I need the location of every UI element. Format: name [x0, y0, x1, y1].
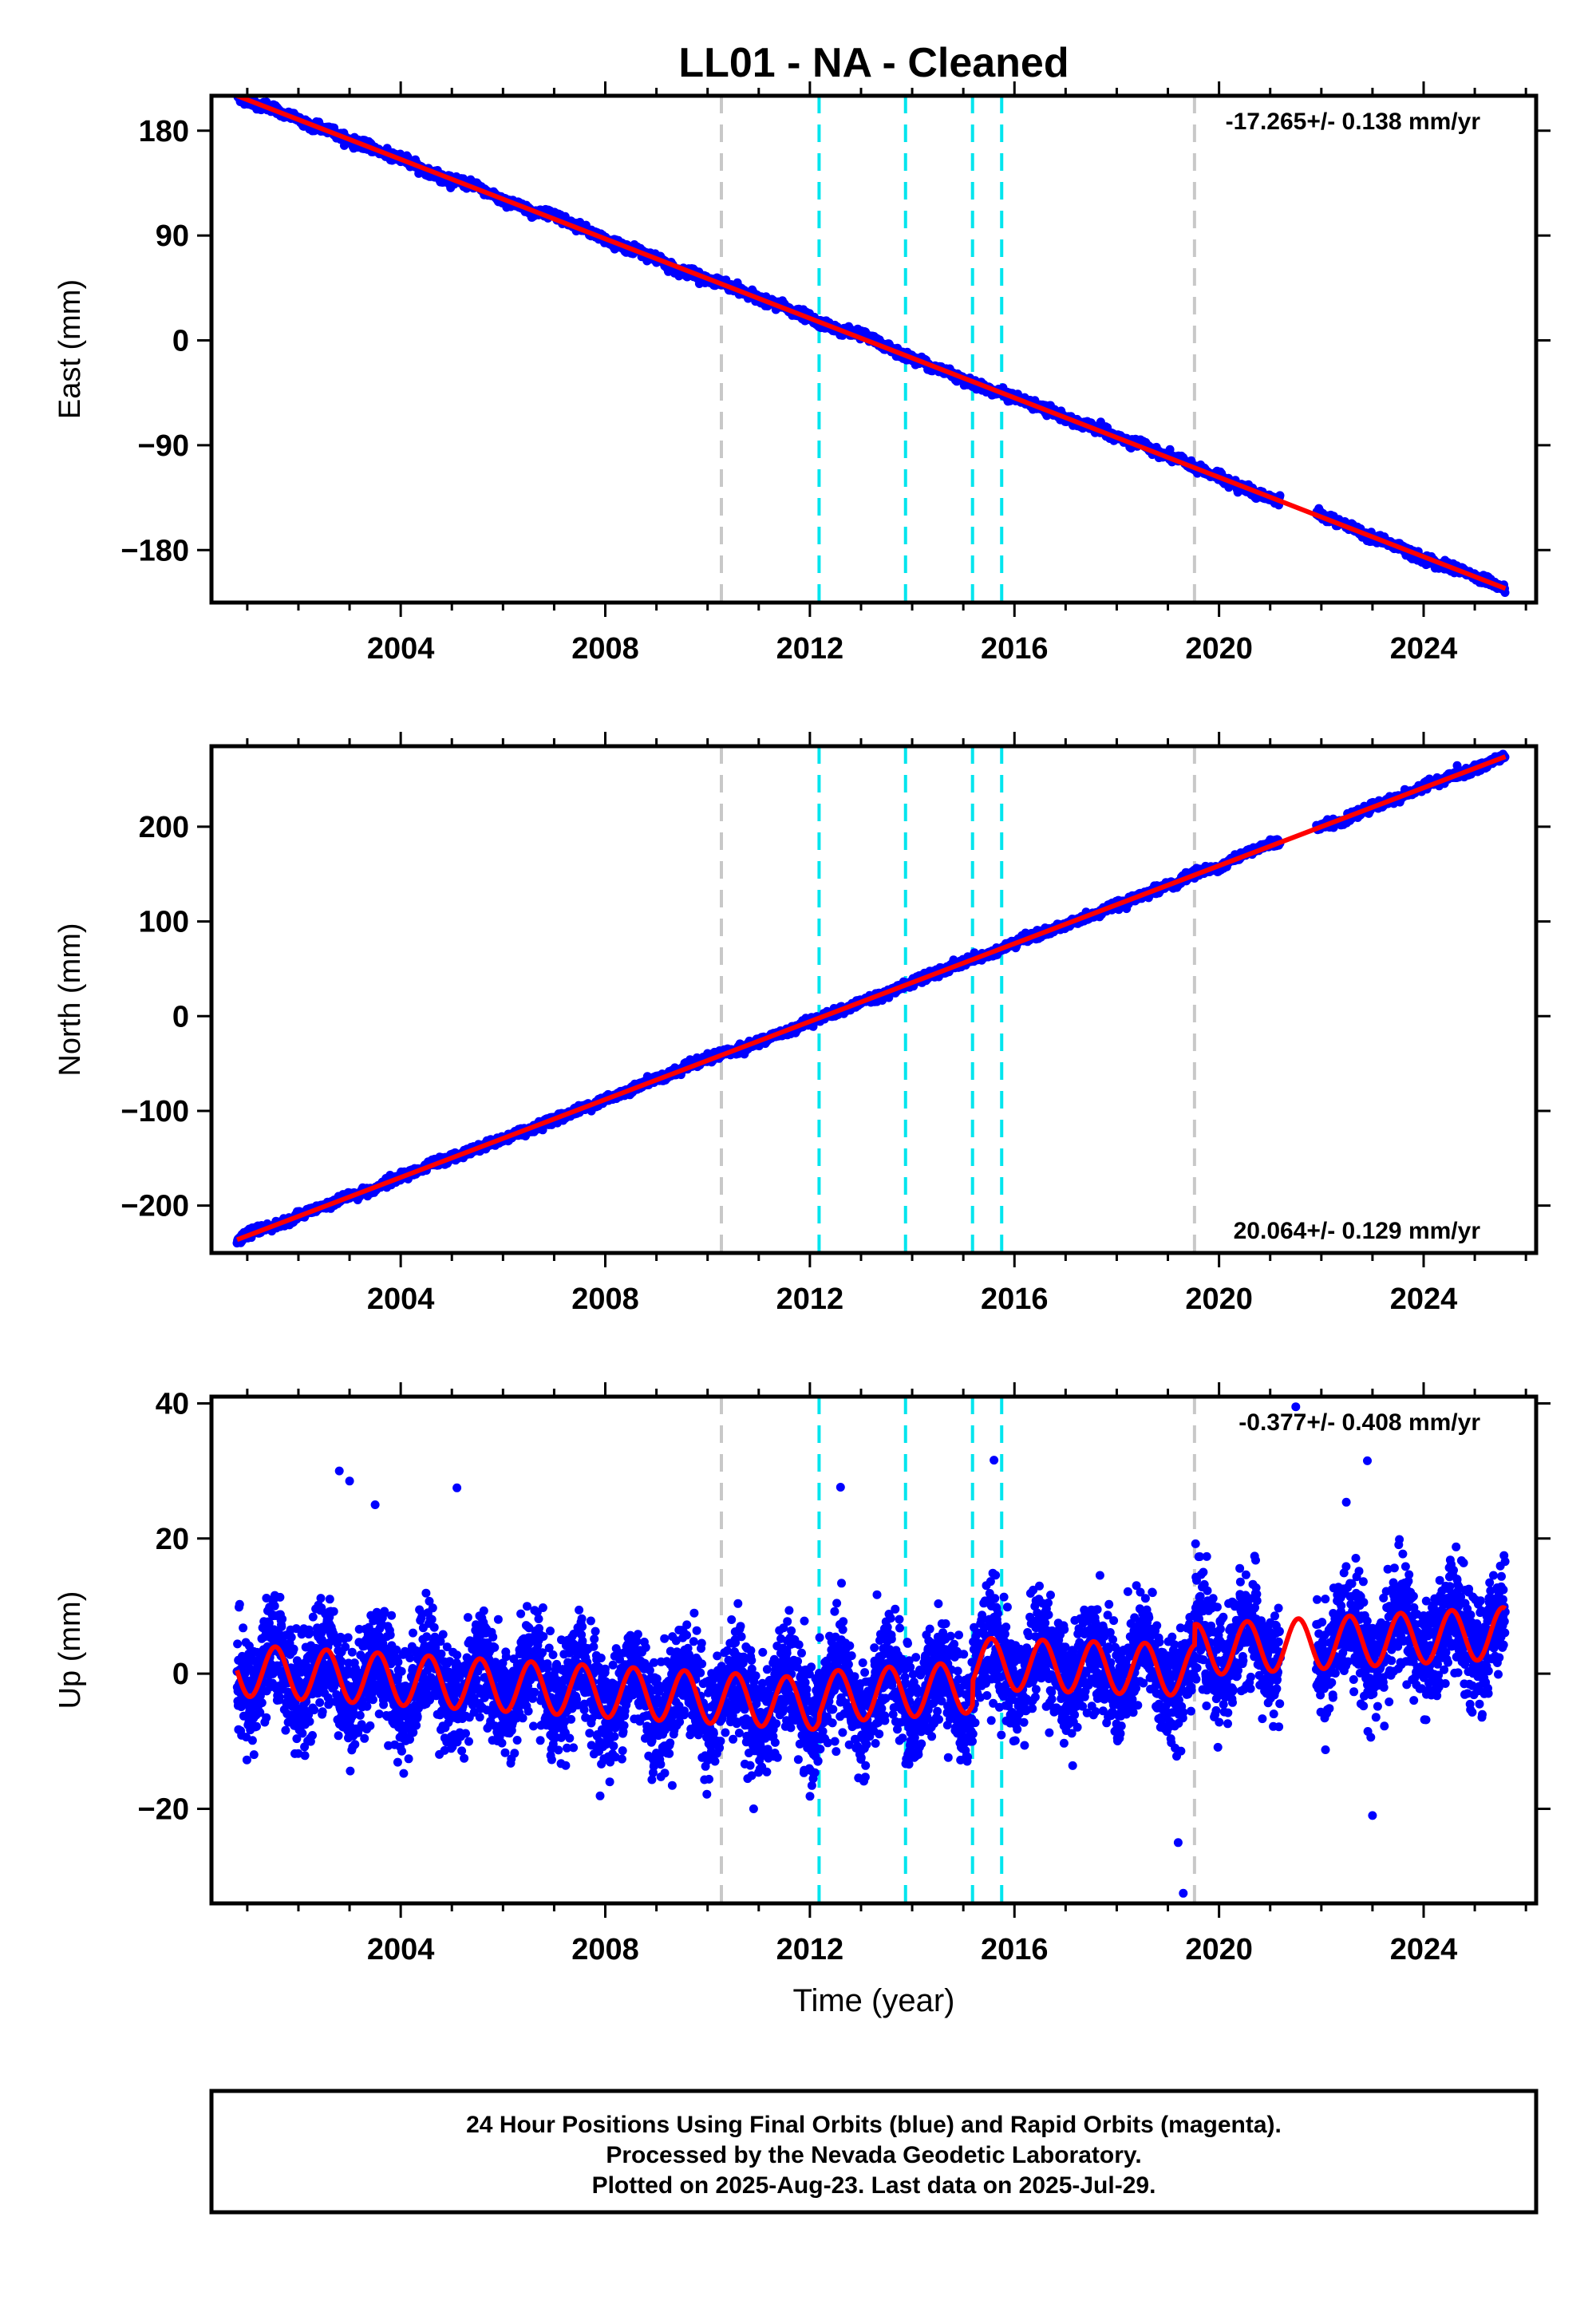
data-point — [1500, 588, 1510, 597]
x-tick-label: 2012 — [776, 632, 844, 666]
east-panel: 2004 2008 2012 2016 2020 2024 180 90 0 −90 −180 Eas… — [53, 81, 1551, 666]
data-point — [1165, 445, 1175, 454]
plot-area — [232, 746, 1510, 1253]
velocity-label: -17.265+/- 0.138 mm/yr — [1226, 109, 1481, 135]
x-tick-label: 2004 — [367, 632, 435, 666]
x-tick-label: 2016 — [981, 632, 1049, 666]
figure-title: LL01 - NA - Cleaned — [678, 40, 1069, 86]
x-tick-label: 2008 — [571, 632, 639, 666]
plot-frame — [209, 93, 1539, 605]
y-tick-label: −90 — [138, 429, 189, 463]
x-tick-label: 2020 — [1185, 632, 1253, 666]
y-tick-label: 180 — [139, 115, 189, 148]
model-fit-line — [235, 96, 1507, 591]
y-tick-label: −180 — [120, 534, 189, 567]
north-panel: 2004 2008 2012 2016 2020 20242001000−100−200N… — [53, 732, 1551, 1316]
y-tick-label: 0 — [172, 325, 189, 358]
y-axis-label: East (mm) — [53, 279, 87, 419]
plot-area — [233, 96, 1510, 603]
x-tick-label: 2024 — [1390, 632, 1458, 666]
y-tick-label: 90 — [156, 219, 189, 253]
